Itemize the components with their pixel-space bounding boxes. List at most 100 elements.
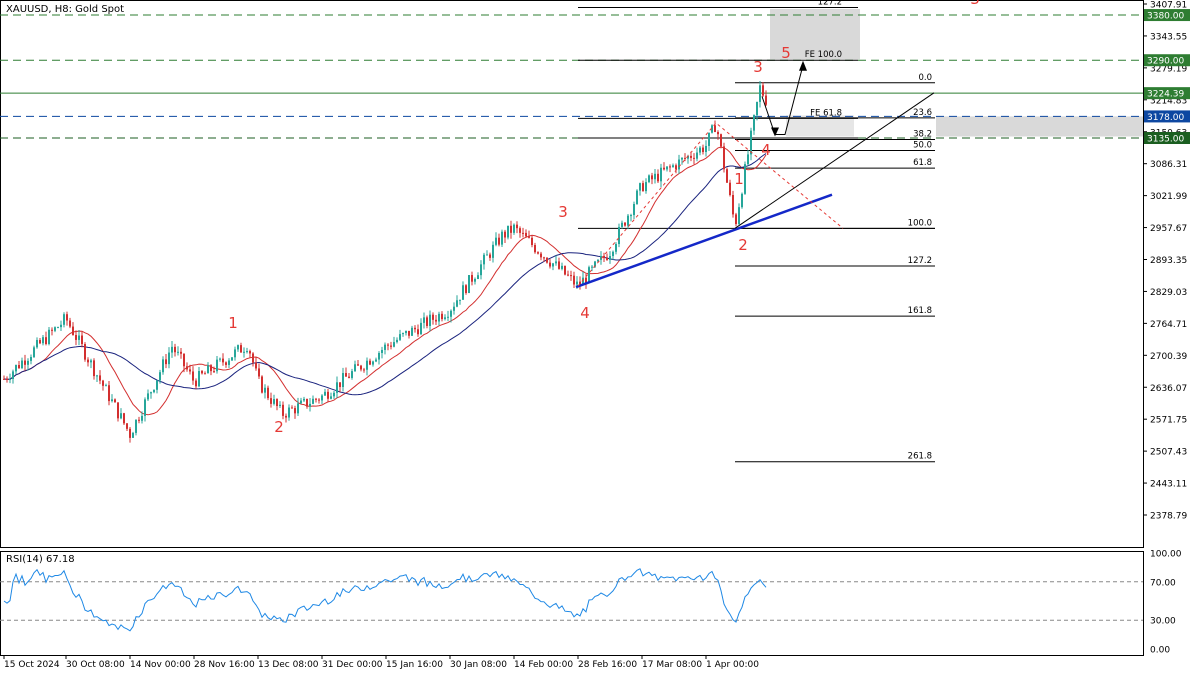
- rsi-panel: 100.00 70.00 30.00 0.00: [0, 550, 1182, 656]
- candle-body: [198, 371, 200, 387]
- candle-body: [138, 419, 140, 421]
- candle-body: [15, 365, 17, 372]
- candle-body: [726, 169, 728, 183]
- candle-body: [207, 365, 209, 374]
- price-label-box: [1144, 110, 1190, 123]
- main-panel-frame: [0, 0, 1144, 548]
- price-tick-label: 3279.19: [1150, 64, 1187, 74]
- candle-body: [27, 360, 29, 365]
- candle-body: [225, 362, 227, 365]
- candle-body: [183, 353, 185, 367]
- candle-body: [555, 261, 557, 264]
- candle-body: [642, 183, 644, 192]
- candle-body: [615, 244, 617, 252]
- candle-body: [366, 360, 368, 370]
- candle-body: [351, 371, 353, 378]
- projection-arrow-head: [799, 60, 807, 71]
- candle-body: [159, 372, 161, 381]
- candle-body: [600, 255, 602, 260]
- price-tick-label: 2378.79: [1150, 512, 1187, 522]
- candle-body: [435, 319, 437, 322]
- wave-label: 2: [738, 236, 748, 254]
- candle-body: [489, 254, 491, 258]
- candle-body: [660, 167, 662, 182]
- candle-body: [21, 360, 23, 369]
- candle-body: [282, 404, 284, 416]
- candle-body: [318, 399, 320, 401]
- candle-body: [711, 125, 713, 133]
- candle-body: [720, 134, 722, 147]
- fib-retracement-label: 127.2: [908, 256, 932, 266]
- moving-averages: [3, 146, 767, 416]
- candle-body: [330, 396, 332, 399]
- trendline-support: [575, 193, 833, 289]
- candle-body: [750, 130, 752, 155]
- candle-body: [264, 387, 266, 393]
- date-tick-label: 30 Jan 08:00: [450, 660, 507, 670]
- candle-body: [648, 175, 650, 183]
- fib-retracement-label: 50.0: [913, 141, 932, 151]
- candle-body: [132, 432, 134, 438]
- moving-average-fast: [3, 146, 767, 416]
- price-tick-label: 3086.31: [1150, 160, 1187, 170]
- fib-retracement-label: 261.8: [908, 452, 932, 462]
- candle-body: [51, 329, 53, 331]
- candle-body: [210, 365, 212, 372]
- candle-body: [633, 204, 635, 216]
- candle-body: [558, 261, 560, 269]
- candle-body: [486, 254, 488, 256]
- candle-body: [612, 251, 614, 257]
- fib-retracement-label: 38.2: [913, 130, 932, 140]
- date-tick-label: 28 Nov 16:00: [194, 660, 255, 670]
- price-label-box: [1144, 54, 1190, 67]
- candle-body: [120, 413, 122, 419]
- candle-body: [75, 334, 77, 340]
- candle-body: [78, 335, 80, 340]
- candle-body: [300, 400, 302, 404]
- candle-body: [54, 327, 56, 331]
- candle-body: [525, 232, 527, 237]
- price-grid-lines: [0, 14, 1143, 139]
- price-tick-label: 2571.75: [1150, 416, 1187, 426]
- candle-body: [594, 261, 596, 267]
- candle-body: [105, 385, 107, 387]
- candle-body: [372, 361, 374, 365]
- candle-body: [519, 228, 521, 233]
- candle-body: [48, 329, 50, 344]
- candle-body: [87, 359, 89, 363]
- candle-body: [141, 415, 143, 421]
- candle-body: [459, 299, 461, 301]
- date-tick-label: 17 Mar 08:00: [642, 660, 702, 670]
- candle-body: [756, 101, 758, 116]
- date-tick-label: 30 Oct 08:00: [66, 660, 125, 670]
- candle-body: [429, 314, 431, 326]
- candle-body: [669, 166, 671, 168]
- candle-body: [723, 146, 725, 170]
- candle-body: [480, 264, 482, 276]
- candle-body: [30, 357, 32, 361]
- candle-body: [240, 345, 242, 353]
- fib-retracement-label: 61.8: [913, 158, 932, 168]
- candle-body: [456, 300, 458, 307]
- candle-body: [675, 165, 677, 170]
- candle-body: [483, 254, 485, 265]
- candle-body: [699, 147, 701, 153]
- fib-retracement-label: 23.6: [913, 108, 932, 118]
- trendline-channel: [734, 92, 935, 229]
- price-tick-label: 2636.07: [1150, 384, 1187, 394]
- candle-body: [444, 317, 446, 320]
- candle-body: [156, 380, 158, 390]
- candle-body: [762, 85, 764, 96]
- candle-body: [684, 157, 686, 159]
- candle-body: [354, 364, 356, 372]
- candle-body: [576, 281, 578, 285]
- fib-retracement-label: 0.0: [918, 73, 932, 83]
- candle-body: [735, 214, 737, 225]
- candle-body: [381, 349, 383, 353]
- fib-retracement-label: 100.0: [908, 218, 932, 228]
- date-tick-label: 31 Dec 00:00: [322, 660, 383, 670]
- candle-body: [450, 310, 452, 317]
- price-label-box: [1144, 132, 1190, 145]
- candle-body: [45, 337, 47, 344]
